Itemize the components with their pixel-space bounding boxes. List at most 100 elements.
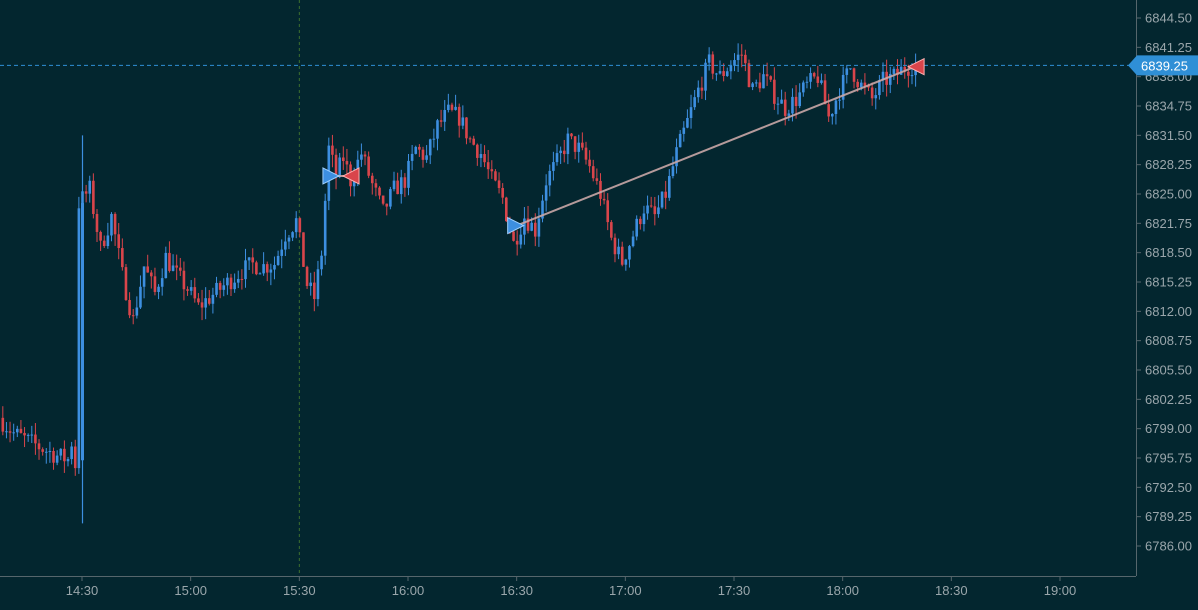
candle [570,133,573,140]
candle [501,183,504,204]
candle [845,64,849,84]
candle [831,113,834,125]
candle [751,82,754,91]
candle [160,268,164,296]
candle [436,118,439,151]
candle [624,258,628,271]
candle [562,139,566,163]
x-tick-label: 18:00 [826,583,859,598]
candle [179,257,182,277]
candle [805,76,809,89]
trade-entry-marker[interactable] [507,216,525,235]
current-price-badge: 6839.25 [1128,55,1198,76]
candle [200,289,204,321]
candle [175,254,178,281]
candle [725,67,729,77]
candle [595,168,599,185]
candle [207,290,211,306]
candle [396,172,399,195]
candle [92,173,95,219]
candle [55,450,59,466]
candle [881,62,885,93]
candle [30,425,34,444]
candle [157,284,160,300]
trade-1[interactable] [322,167,360,185]
trade-exit-marker[interactable] [341,167,360,185]
candle [146,254,149,273]
y-tick-label: 6792.50 [1145,480,1192,495]
candle [255,260,258,276]
x-tick-label: 15:00 [174,583,207,598]
candle [8,421,12,443]
candle [367,151,370,179]
candle [519,224,523,249]
candle [34,423,37,455]
candle [16,425,19,438]
candle [128,292,131,319]
trade-exit-marker[interactable] [906,57,925,76]
candle [584,141,588,165]
candle [617,238,620,260]
candle [320,250,323,276]
candle [418,144,421,157]
candle [73,439,77,476]
candle [758,72,762,93]
breakout-candle [81,135,84,524]
candle [838,88,841,110]
candle [628,244,631,268]
y-tick-label: 6815.25 [1145,275,1192,290]
candle [331,134,334,168]
candle [820,73,823,85]
candle [226,273,229,295]
y-tick-label: 6825.00 [1145,187,1192,202]
trade-2[interactable] [507,57,925,235]
candle [385,203,389,216]
candle [631,230,635,248]
candle [273,256,276,280]
candle [342,146,345,170]
trade-entry-marker[interactable] [322,167,341,185]
x-tick-label: 19:00 [1044,583,1077,598]
candle [265,261,269,282]
candle [59,448,63,461]
candle [95,209,99,243]
candle [798,83,801,109]
candle [490,160,494,179]
candle [410,145,414,171]
candle [204,287,207,320]
y-tick-label: 6812.00 [1145,304,1192,319]
candle [370,172,374,195]
candle [505,196,508,223]
candle [653,196,657,226]
y-tick-label: 6805.50 [1145,363,1192,378]
candle [131,309,135,325]
candle [284,229,287,257]
candle [802,80,805,97]
candle [302,232,305,267]
candle [63,440,66,473]
candle [52,447,55,470]
candle [841,66,845,109]
candle [403,173,407,197]
candle [544,174,548,212]
candle [110,212,113,242]
candle [494,169,497,182]
candle [124,263,128,301]
candle [117,223,121,260]
candle [421,146,425,168]
candle [812,71,816,79]
candle [678,130,682,148]
candle [218,280,222,299]
candle [240,269,244,290]
candle [26,433,30,442]
candle [635,215,638,241]
candle [468,136,472,143]
x-tick-label: 17:00 [609,583,642,598]
candle [548,164,552,197]
candle [142,266,146,299]
candle [476,143,479,166]
candle [193,277,197,303]
